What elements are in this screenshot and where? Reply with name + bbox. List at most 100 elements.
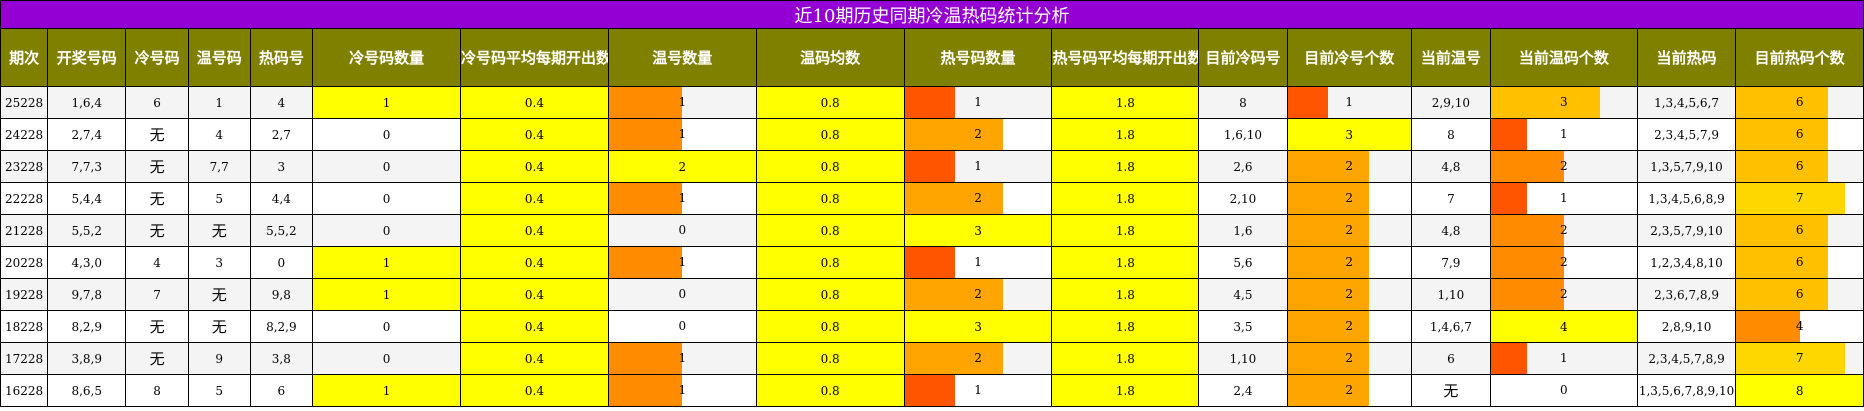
- cold-avg-cell: 0.4: [460, 374, 609, 407]
- data-bar: 6: [1736, 215, 1863, 246]
- data-bar-fill: [1491, 343, 1528, 374]
- header-current-cold-count: 目前冷号个数: [1286, 28, 1412, 87]
- header-hot-numbers: 热码号: [249, 28, 314, 87]
- data-bar-value: 2: [1345, 223, 1354, 237]
- data-bar-fill: [1288, 311, 1369, 342]
- data-bar-value: 7: [1795, 351, 1804, 365]
- data-bar: 1: [905, 151, 1051, 182]
- warm-numbers-cell: 1: [187, 86, 251, 119]
- data-bar-value: 4: [1795, 319, 1804, 333]
- data-bar: 2: [1288, 215, 1410, 246]
- hot-count-cell: 3: [903, 310, 1053, 343]
- data-bar-value: 0: [678, 319, 687, 333]
- header-draw-numbers: 开奖号码: [47, 28, 127, 87]
- data-bar-value: 1: [678, 127, 687, 141]
- data-bar: 0: [609, 216, 755, 246]
- header-warm-numbers: 温号码: [187, 28, 251, 87]
- hot-avg-cell: 1.8: [1051, 214, 1200, 247]
- cold-numbers-cell: 7: [125, 278, 189, 311]
- data-bar: 2: [1288, 151, 1410, 182]
- table-body: 25228 1,6,4 6 1 4 1 0.4 1 0.8 1 1.8 8 1 2,9,10 3 1,3,4,…: [0, 86, 1864, 407]
- data-bar-value: 6: [1795, 95, 1804, 109]
- current-hot-count-cell: 7: [1735, 182, 1864, 215]
- issue-cell: 17228: [0, 342, 49, 375]
- draw-numbers-cell: 8,6,5: [47, 374, 127, 407]
- hot-count-cell: 3: [903, 214, 1053, 247]
- data-bar-value: 2: [1560, 223, 1568, 237]
- data-bar: 1: [1288, 87, 1410, 118]
- hot-avg-cell: 1.8: [1051, 374, 1200, 407]
- current-cold-cell: 3,5: [1198, 310, 1288, 343]
- warm-avg-cell: 0.8: [755, 310, 905, 343]
- cold-count-cell: 0: [312, 214, 462, 247]
- data-bar-fill: [905, 343, 1003, 374]
- data-bar-fill: [1288, 343, 1369, 374]
- data-bar-fill: [1491, 87, 1601, 118]
- issue-cell: 23228: [0, 150, 49, 183]
- data-bar: 2: [905, 119, 1051, 150]
- current-cold-count-cell: 2: [1286, 310, 1412, 343]
- cold-count-cell: 1: [312, 86, 462, 119]
- warm-count-cell: 0: [607, 214, 757, 247]
- draw-numbers-cell: 8,2,9: [47, 310, 127, 343]
- table-row: 25228 1,6,4 6 1 4 1 0.4 1 0.8 1 1.8 8 1 2,9,10 3 1,3,4,…: [0, 86, 1864, 119]
- current-warm-count-cell: 2: [1489, 150, 1638, 183]
- data-bar-fill: [1491, 119, 1528, 150]
- data-bar: 1: [609, 375, 755, 406]
- data-bar: 6: [1736, 119, 1863, 150]
- cold-avg-cell: 0.4: [460, 246, 609, 279]
- hot-numbers-cell: 9,8: [249, 278, 314, 311]
- data-bar-fill: [1736, 87, 1828, 118]
- warm-avg-cell: 0.8: [755, 374, 905, 407]
- data-bar-fill: [1288, 279, 1369, 310]
- data-bar-value: 1: [678, 191, 687, 205]
- data-bar-value: 2: [1345, 287, 1354, 301]
- warm-numbers-cell: 无: [187, 214, 251, 247]
- data-bar-fill: [1288, 375, 1369, 406]
- data-bar: 3: [1491, 87, 1636, 118]
- data-bar-fill: [905, 151, 955, 182]
- hot-numbers-cell: 3,8: [249, 342, 314, 375]
- header-warm-avg: 温码均数: [755, 28, 905, 87]
- current-warm-cell: 4,8: [1410, 150, 1491, 183]
- data-bar: 2: [905, 343, 1051, 374]
- current-warm-cell: 无: [1410, 374, 1491, 407]
- data-bar-value: 2: [1345, 159, 1354, 173]
- data-bar-fill: [609, 183, 683, 214]
- current-cold-count-cell: 1: [1286, 86, 1412, 119]
- warm-avg-cell: 0.8: [755, 278, 905, 311]
- warm-count-cell: 0: [607, 310, 757, 343]
- hot-avg-cell: 1.8: [1051, 278, 1200, 311]
- current-hot-cell: 2,8,9,10: [1636, 310, 1737, 343]
- data-bar-value: 1: [678, 351, 687, 365]
- cold-numbers-cell: 无: [125, 182, 189, 215]
- issue-cell: 21228: [0, 214, 49, 247]
- data-bar-value: 2: [1560, 255, 1568, 269]
- draw-numbers-cell: 7,7,3: [47, 150, 127, 183]
- data-bar-fill: [1736, 119, 1828, 150]
- data-bar: 2: [905, 279, 1051, 310]
- data-bar-fill: [1736, 151, 1828, 182]
- data-bar: 2: [1491, 247, 1636, 278]
- warm-numbers-cell: 9: [187, 342, 251, 375]
- current-hot-cell: 2,3,4,5,7,9: [1636, 118, 1737, 151]
- hot-count-cell: 2: [903, 118, 1053, 151]
- hot-numbers-cell: 5,5,2: [249, 214, 314, 247]
- data-bar-fill: [1736, 279, 1828, 310]
- cold-avg-cell: 0.4: [460, 150, 609, 183]
- draw-numbers-cell: 5,5,2: [47, 214, 127, 247]
- data-bar-value: 1: [974, 255, 982, 269]
- data-bar: 1: [609, 183, 755, 214]
- data-bar: 0: [1491, 376, 1636, 406]
- current-warm-count-cell: 2: [1489, 246, 1638, 279]
- current-hot-count-cell: 6: [1735, 150, 1864, 183]
- data-bar: 2: [1288, 311, 1410, 342]
- data-bar-fill: [1491, 279, 1564, 310]
- data-bar-fill: [1288, 151, 1369, 182]
- hot-numbers-cell: 8,2,9: [249, 310, 314, 343]
- data-bar-fill: [905, 119, 1003, 150]
- hot-avg-cell: 1.8: [1051, 246, 1200, 279]
- data-bar: 6: [1736, 151, 1863, 182]
- warm-count-cell: 1: [607, 118, 757, 151]
- cold-count-cell: 1: [312, 246, 462, 279]
